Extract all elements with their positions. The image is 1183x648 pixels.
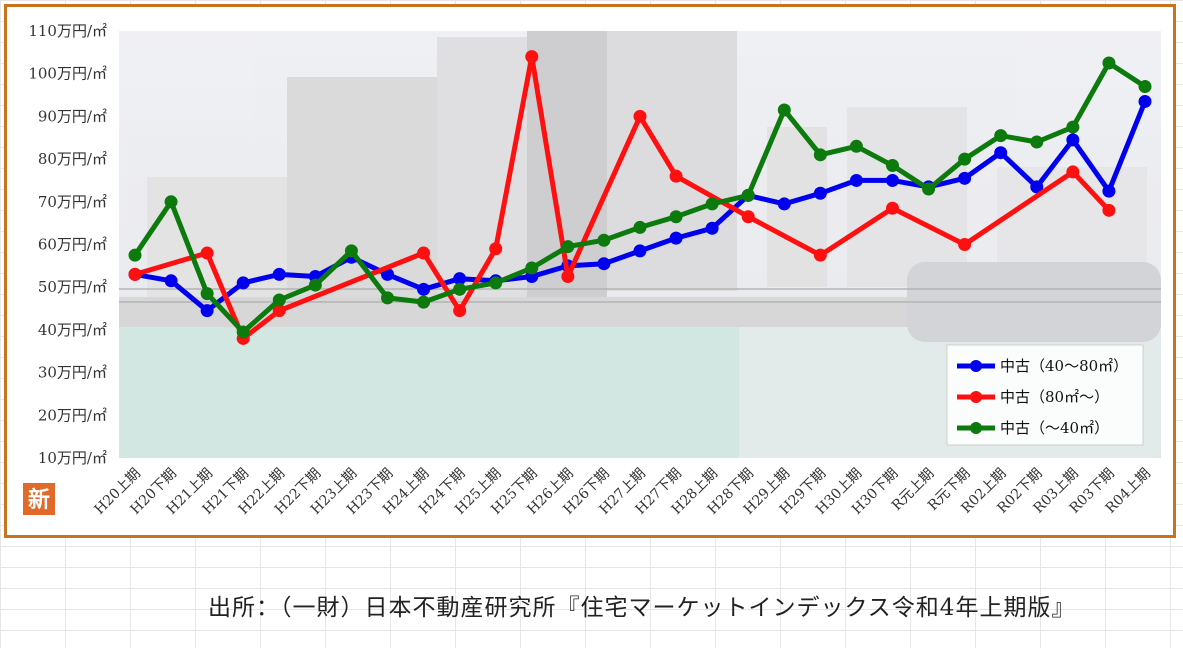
data-point xyxy=(236,276,250,290)
series-3 xyxy=(128,56,1152,339)
data-point xyxy=(705,197,719,211)
data-point xyxy=(1102,56,1116,70)
data-point xyxy=(813,186,827,200)
series-layer xyxy=(128,50,1152,345)
data-point xyxy=(994,146,1008,160)
data-point xyxy=(597,233,611,247)
data-point xyxy=(886,173,899,187)
data-point xyxy=(741,188,755,202)
data-point xyxy=(813,148,827,162)
data-point xyxy=(633,220,647,234)
data-point xyxy=(128,267,142,281)
data-point xyxy=(417,295,431,309)
series-2 xyxy=(128,50,1116,345)
data-point xyxy=(669,169,683,183)
data-point xyxy=(453,304,467,318)
data-point xyxy=(164,195,178,209)
data-point xyxy=(272,304,286,318)
data-point xyxy=(741,210,755,224)
data-point xyxy=(200,246,214,260)
data-point xyxy=(200,304,214,318)
data-point xyxy=(886,159,899,173)
y-tick-label: 80万円/㎡ xyxy=(38,150,107,168)
legend-label: 中古（～40㎡） xyxy=(1000,419,1109,437)
new-badge-label: 新 xyxy=(28,487,50,513)
data-point xyxy=(958,171,972,185)
data-point xyxy=(525,50,539,64)
legend-swatch-marker xyxy=(970,422,982,434)
data-point xyxy=(849,139,863,153)
legend-swatch-marker xyxy=(970,391,982,403)
data-point xyxy=(417,246,431,260)
data-point xyxy=(633,244,647,258)
data-point xyxy=(958,238,972,251)
new-badge: 新 xyxy=(23,483,55,515)
y-tick-label: 10万円/㎡ xyxy=(38,449,107,467)
y-tick-label: 20万円/㎡ xyxy=(38,406,107,424)
data-point xyxy=(994,129,1008,143)
data-point xyxy=(453,272,467,286)
data-point xyxy=(633,109,647,123)
y-tick-label: 110万円/㎡ xyxy=(28,22,107,40)
data-point xyxy=(489,276,503,290)
data-point xyxy=(1138,80,1152,94)
y-tick-label: 60万円/㎡ xyxy=(38,236,107,254)
data-point xyxy=(489,242,503,256)
data-point xyxy=(272,267,286,281)
data-point xyxy=(417,282,431,296)
data-point xyxy=(777,197,791,211)
x-axis: H20上期H20下期H21上期H21下期H22上期H22下期H23上期H23下期… xyxy=(91,466,1153,518)
data-point xyxy=(1138,94,1152,108)
data-point xyxy=(922,182,936,196)
data-point xyxy=(669,231,683,245)
data-point xyxy=(236,325,250,339)
data-point xyxy=(1066,120,1080,134)
legend: 中古（40～80㎡） 中古（80㎡～） 中古（～40㎡） xyxy=(946,344,1144,446)
data-point xyxy=(561,270,575,284)
data-point xyxy=(453,282,467,296)
data-point xyxy=(381,291,394,305)
data-point xyxy=(200,287,214,301)
y-tick-label: 50万円/㎡ xyxy=(38,278,107,296)
data-point xyxy=(1030,180,1044,194)
data-point xyxy=(308,278,322,292)
data-point xyxy=(164,274,178,288)
y-axis: 10万円/㎡ 20万円/㎡ 30万円/㎡ 40万円/㎡ 50万円/㎡ 60万円/㎡ 70万円… xyxy=(28,22,107,467)
y-tick-label: 70万円/㎡ xyxy=(38,193,107,211)
data-point xyxy=(1030,135,1044,149)
data-point xyxy=(128,248,142,262)
chart-frame: 10万円/㎡ 20万円/㎡ 30万円/㎡ 40万円/㎡ 50万円/㎡ 60万円/㎡ 70万円… xyxy=(4,4,1176,538)
data-point xyxy=(705,221,719,235)
y-tick-label: 30万円/㎡ xyxy=(38,364,107,382)
line-chart: 10万円/㎡ 20万円/㎡ 30万円/㎡ 40万円/㎡ 50万円/㎡ 60万円/㎡ 70万円… xyxy=(23,22,1161,518)
data-point xyxy=(1102,184,1116,198)
data-point xyxy=(958,152,972,166)
y-tick-label: 90万円/㎡ xyxy=(38,107,107,125)
data-point xyxy=(777,103,791,117)
y-tick-label: 40万円/㎡ xyxy=(38,321,107,339)
legend-swatch-marker xyxy=(970,360,982,372)
data-point xyxy=(813,248,827,262)
data-point xyxy=(1102,203,1116,217)
data-point xyxy=(1066,133,1080,147)
y-tick-label: 100万円/㎡ xyxy=(28,65,107,83)
source-note: 出所：（一財）日本不動産研究所『住宅マーケットインデックス令和4年上期版』 xyxy=(208,595,1076,621)
data-point xyxy=(669,210,683,224)
data-point xyxy=(272,293,286,307)
legend-label: 中古（40～80㎡） xyxy=(1000,357,1128,375)
data-point xyxy=(1066,165,1080,179)
data-point xyxy=(886,201,899,215)
data-point xyxy=(344,244,358,258)
data-point xyxy=(849,173,863,187)
data-point xyxy=(597,257,611,271)
legend-label: 中古（80㎡～） xyxy=(1000,388,1109,406)
data-point xyxy=(561,240,575,254)
data-point xyxy=(525,261,539,275)
